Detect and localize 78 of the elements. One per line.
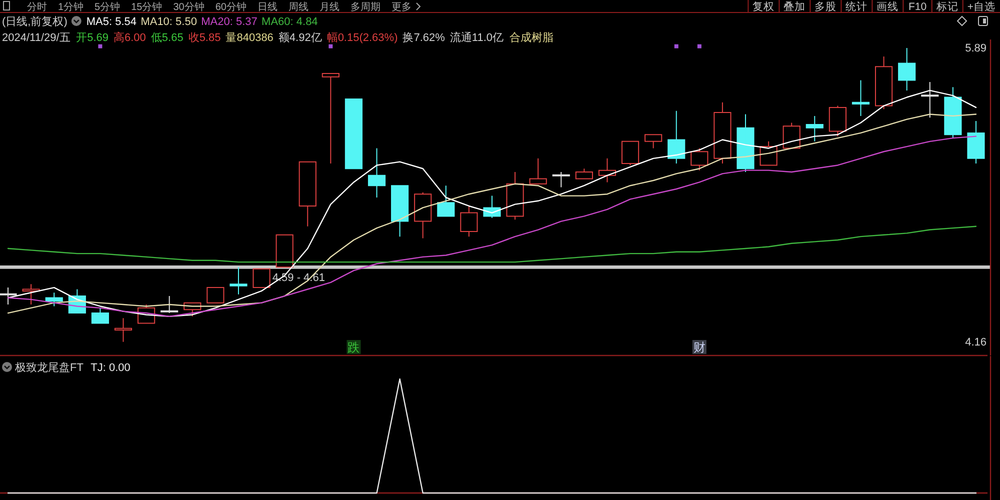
text: 分时 [27,1,47,13]
annotation: 量840386 [226,32,274,44]
candlestick [828,105,846,137]
text: 标记 [935,1,958,13]
annotation: 幅0.15(2.63%) [326,32,398,44]
candlestick [944,86,962,139]
annotation: 低5.65 [150,32,184,44]
candlestick [668,110,686,164]
text: TJ: 0.00 [90,362,130,374]
candlestick [575,168,593,180]
candlestick [806,115,824,142]
candlestick [506,172,524,220]
candlestick [782,122,800,149]
text: F10 [908,1,927,13]
text: 多股 [814,1,837,13]
text: 60分钟 [215,1,246,13]
candlestick [598,158,616,183]
annotation: 收5.85 [188,32,221,44]
text: 日线 [257,1,278,13]
text: MA5: 5.54 [86,16,137,28]
candlestick [91,307,110,324]
candlestick [898,47,916,91]
annotation: 2024/11/29/五 [2,32,70,44]
candlestick [852,80,870,116]
candlestick [230,266,248,295]
text: 叠加 [784,0,806,13]
text: 1分钟 [58,1,84,13]
candlestick [391,185,409,238]
annotation: 开5.69 [76,32,109,44]
candlestick [0,287,17,306]
candlestick [298,161,316,227]
text: 月线 [319,1,340,13]
y-tick-label: 5.89 [965,42,986,55]
candlestick [644,134,662,149]
candlestick [736,114,754,173]
text: 复权 [752,1,775,13]
text: 画线 [876,0,899,13]
candlestick [690,148,708,171]
text: 多周期 [350,1,380,13]
candlestick [552,172,570,188]
candlestick [967,120,985,164]
text: 30分钟 [173,1,204,13]
text: MA20: 5.37 [201,16,258,28]
data-label: 跌 [348,340,360,355]
text: 更多 [391,1,412,13]
annotation: 流通11.0亿 [450,31,504,44]
candlestick [322,72,340,164]
candlestick [414,192,432,239]
candlestick [368,148,386,198]
text: 15分钟 [131,1,162,13]
text: MA60: 4.84 [262,16,318,28]
candlestick [621,140,640,166]
candlestick [460,205,478,238]
chart-title: (日线,前复权) [2,15,68,28]
annotation: 合成树脂 [509,31,554,44]
candlestick [874,56,893,110]
candlestick [921,81,939,118]
candlestick [206,287,224,304]
text: 5分钟 [94,1,120,13]
chart-title: 极致龙尾盘FT [14,361,84,374]
annotation: 高6.00 [114,31,146,44]
candlestick [437,185,455,217]
candlestick [344,98,363,170]
candlestick [276,234,294,268]
y-tick-label: 4.16 [965,336,986,348]
candlestick [252,268,270,288]
annotation: 换7.62% [402,32,446,44]
text: MA10: 5.50 [140,16,197,28]
annotation: 额4.92亿 [278,31,322,44]
text: 周线 [288,1,308,13]
text: +自选 [967,0,996,13]
data-label: 财 [693,340,706,355]
candlestick [22,284,40,306]
line-series [7,226,977,263]
candlestick [114,318,132,342]
candlestick [714,102,732,164]
candlestick [529,158,547,184]
text: 统计 [846,0,868,13]
